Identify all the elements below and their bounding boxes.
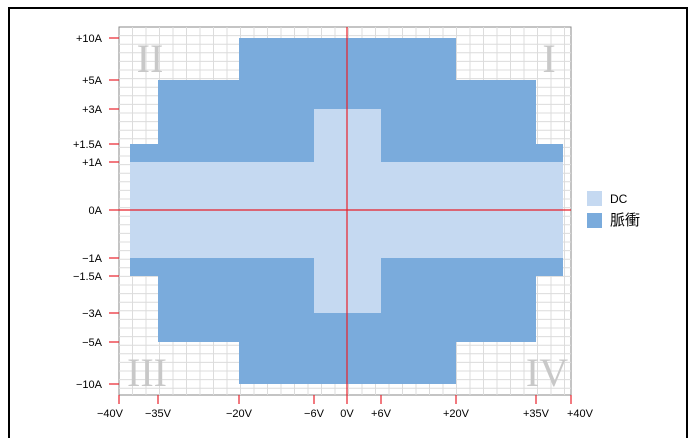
quadrant-label-i: I xyxy=(542,36,555,81)
y-tick-label: 0A xyxy=(89,205,103,217)
x-tick-label: −20V xyxy=(226,408,253,420)
legend: DC 脈衝 xyxy=(587,191,640,229)
legend-swatch xyxy=(587,191,602,206)
y-tick-label: −3A xyxy=(82,308,103,320)
y-tick-label: +1A xyxy=(82,157,103,169)
y-tick-label: −10A xyxy=(76,379,103,391)
quadrant-label-iii: III xyxy=(127,350,167,395)
y-tick-label: −1.5A xyxy=(73,271,103,283)
x-tick-label: −35V xyxy=(145,408,172,420)
tick-labels: +10A +5A +3A +1.5A +1A 0A −1A −1.5A −3A −5A −10A −4… xyxy=(73,33,594,420)
legend-label: DC xyxy=(610,192,628,206)
quadrant-label-iv: IV xyxy=(526,350,568,395)
x-tick-label: +6V xyxy=(371,408,392,420)
y-tick-label: −1A xyxy=(82,253,103,265)
y-tick-label: +1.5A xyxy=(73,139,103,151)
quadrant-label-ii: II xyxy=(137,36,164,81)
y-tick-label: +10A xyxy=(76,33,103,45)
figure-frame xyxy=(8,7,688,438)
x-tick-label: −6V xyxy=(304,408,325,420)
legend-swatch xyxy=(587,213,602,228)
x-tick-label: +35V xyxy=(523,408,550,420)
x-tick-label: +40V xyxy=(567,408,594,420)
x-tick-label: +20V xyxy=(443,408,470,420)
x-tick-label: −40V xyxy=(97,408,124,420)
y-tick-label: −5A xyxy=(82,337,103,349)
axes xyxy=(119,27,571,395)
y-tick-label: +3A xyxy=(82,104,103,116)
legend-label: 脈衝 xyxy=(610,212,640,229)
y-tick-label: +5A xyxy=(82,75,103,87)
x-tick-label: 0V xyxy=(340,408,354,420)
